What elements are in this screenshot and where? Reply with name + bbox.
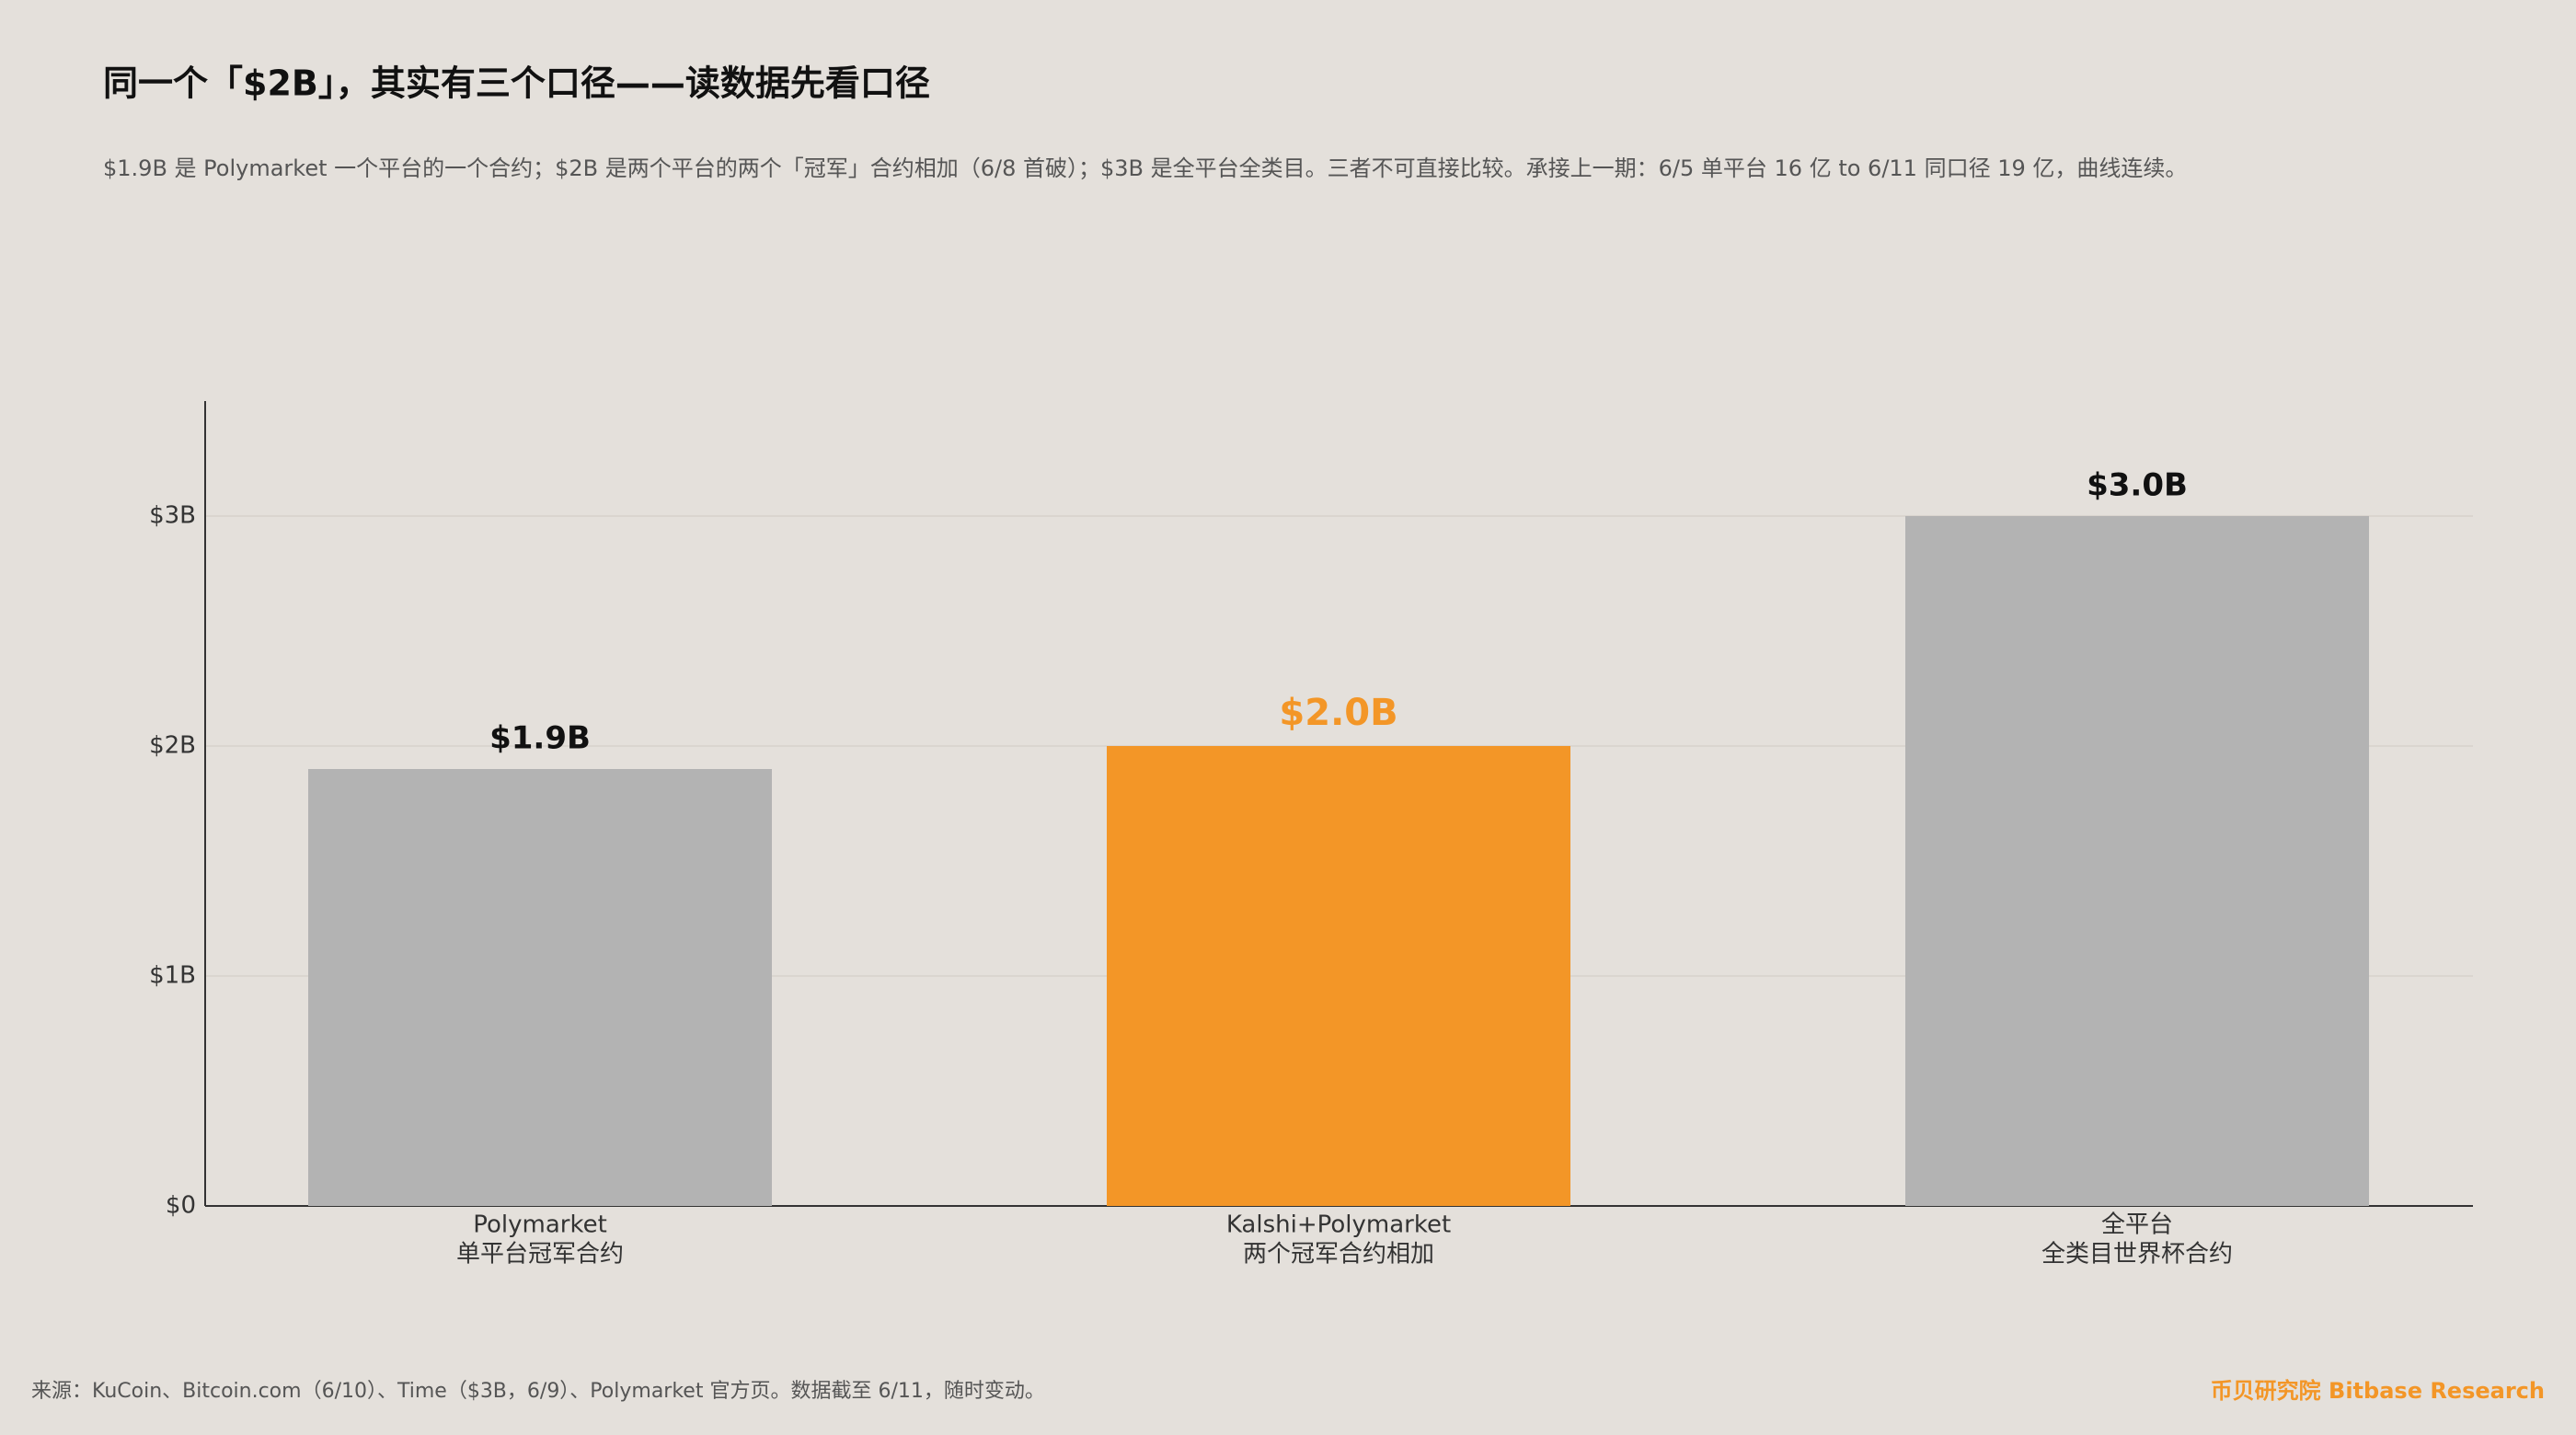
bar xyxy=(308,769,772,1206)
chart-title: 同一个「$2B」，其实有三个口径——读数据先看口径 xyxy=(103,63,930,104)
x-tick-label: 全平台 xyxy=(2101,1211,2173,1239)
x-tick-label: Polymarket xyxy=(473,1211,607,1239)
brand: 币贝研究院 Bitbase Research xyxy=(2211,1378,2545,1404)
bar xyxy=(1905,516,2369,1206)
x-tick-label: 全类目世界杯合约 xyxy=(2041,1241,2233,1269)
y-tick-label: $0 xyxy=(166,1192,196,1220)
chart-subtitle: $1.9B 是 Polymarket 一个平台的一个合约；$2B 是两个平台的两… xyxy=(103,155,2187,181)
y-tick-label: $3B xyxy=(149,502,196,530)
y-tick-label: $1B xyxy=(149,962,196,990)
x-tick-label: 单平台冠军合约 xyxy=(456,1241,624,1269)
x-tick-label: Kalshi+Polymarket xyxy=(1226,1211,1451,1239)
bar xyxy=(1107,746,1570,1206)
y-tick-label: $2B xyxy=(149,732,196,760)
x-tick-label: 两个冠军合约相加 xyxy=(1243,1241,1434,1269)
source-note: 来源：KuCoin、Bitcoin.com（6/10）、Time（$3B，6/9… xyxy=(31,1380,1045,1403)
value-label: $2.0B xyxy=(1279,692,1397,734)
value-label: $3.0B xyxy=(2087,467,2188,504)
value-label: $1.9B xyxy=(489,720,591,757)
